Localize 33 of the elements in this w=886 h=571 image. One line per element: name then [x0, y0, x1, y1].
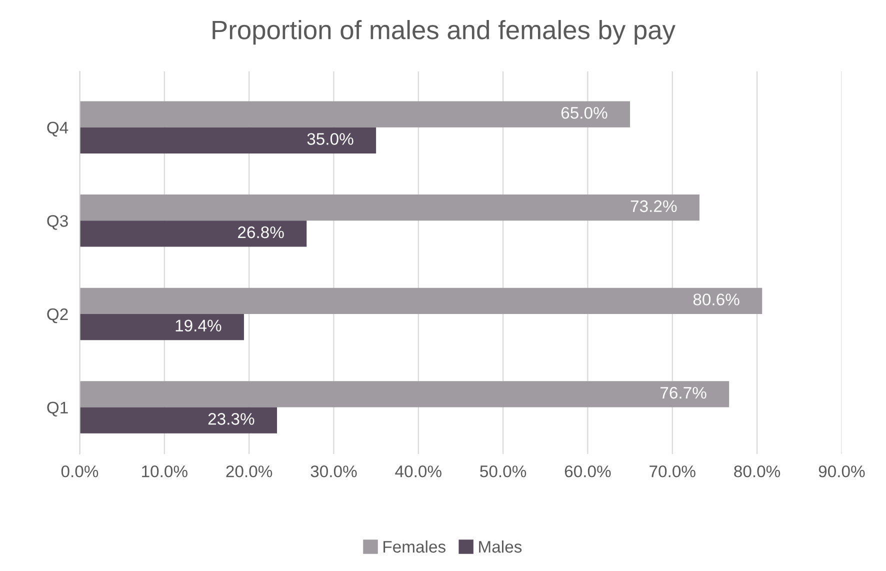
chart-title: Proportion of males and females by pay: [212, 20, 676, 45]
data-label: 35.0%: [307, 133, 354, 145]
y-tick-label: Q1: [47, 402, 68, 416]
data-label: 73.2%: [630, 200, 677, 212]
x-tick-label: 10.0%: [142, 465, 188, 478]
legend-label: Females: [384, 540, 446, 553]
data-label: 19.4%: [176, 320, 222, 332]
x-tick-label: 90.0%: [818, 465, 865, 478]
x-tick-label: 20.0%: [226, 465, 272, 478]
data-label: 65.0%: [561, 106, 608, 119]
x-tick-label: 80.0%: [734, 465, 780, 478]
y-tick-label: Q3: [47, 215, 68, 230]
bar: [80, 101, 630, 128]
y-tick-label: Q2: [47, 308, 68, 324]
x-tick-label: 70.0%: [650, 465, 696, 478]
bar: [80, 314, 244, 340]
data-label: 23.3%: [208, 413, 254, 425]
legend-label: Males: [479, 540, 522, 553]
data-label: 26.8%: [238, 226, 284, 238]
bar: [80, 381, 730, 408]
y-tick-label: Q4: [47, 122, 68, 137]
x-tick-label: 50.0%: [480, 465, 526, 478]
x-tick-label: 0.0%: [61, 465, 98, 478]
x-tick-label: 40.0%: [395, 465, 442, 478]
x-tick-label: 60.0%: [564, 465, 611, 478]
data-label: 80.6%: [693, 294, 740, 306]
data-label: 76.7%: [660, 386, 706, 399]
x-tick-label: 30.0%: [310, 465, 357, 478]
bar: [80, 194, 700, 221]
bar: [80, 220, 307, 247]
bar: [80, 288, 762, 314]
bar: [80, 127, 376, 154]
bar: [80, 407, 278, 434]
